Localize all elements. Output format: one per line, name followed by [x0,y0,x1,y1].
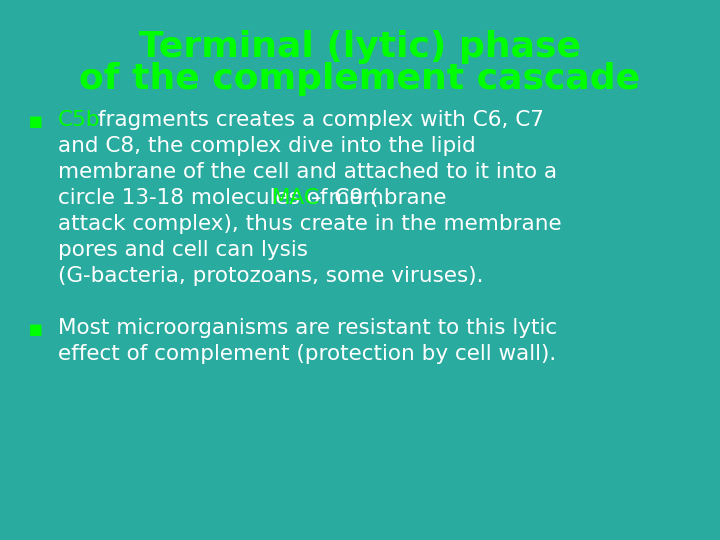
Text: – membrane: – membrane [304,188,446,208]
Text: C5b: C5b [58,110,101,130]
Text: Most microorganisms are resistant to this lytic: Most microorganisms are resistant to thi… [58,318,557,338]
Text: MAC: MAC [272,188,320,208]
Text: ▪: ▪ [28,318,43,341]
Text: (G-bacteria, protozoans, some viruses).: (G-bacteria, protozoans, some viruses). [58,266,484,286]
Text: circle 13-18 molecules of C9 (: circle 13-18 molecules of C9 ( [58,188,379,208]
Text: fragments creates a complex with C6, C7: fragments creates a complex with C6, C7 [91,110,544,130]
Text: of the complement cascade: of the complement cascade [79,62,641,96]
Text: ▪: ▪ [28,110,43,133]
Text: effect of complement (protection by cell wall).: effect of complement (protection by cell… [58,344,557,364]
Text: pores and cell can lysis: pores and cell can lysis [58,240,308,260]
Text: and C8, the complex dive into the lipid: and C8, the complex dive into the lipid [58,136,476,156]
Text: attack complex), thus create in the membrane: attack complex), thus create in the memb… [58,214,562,234]
Text: Terminal (lytic) phase: Terminal (lytic) phase [139,30,581,64]
Text: membrane of the cell and attached to it into a: membrane of the cell and attached to it … [58,162,557,182]
